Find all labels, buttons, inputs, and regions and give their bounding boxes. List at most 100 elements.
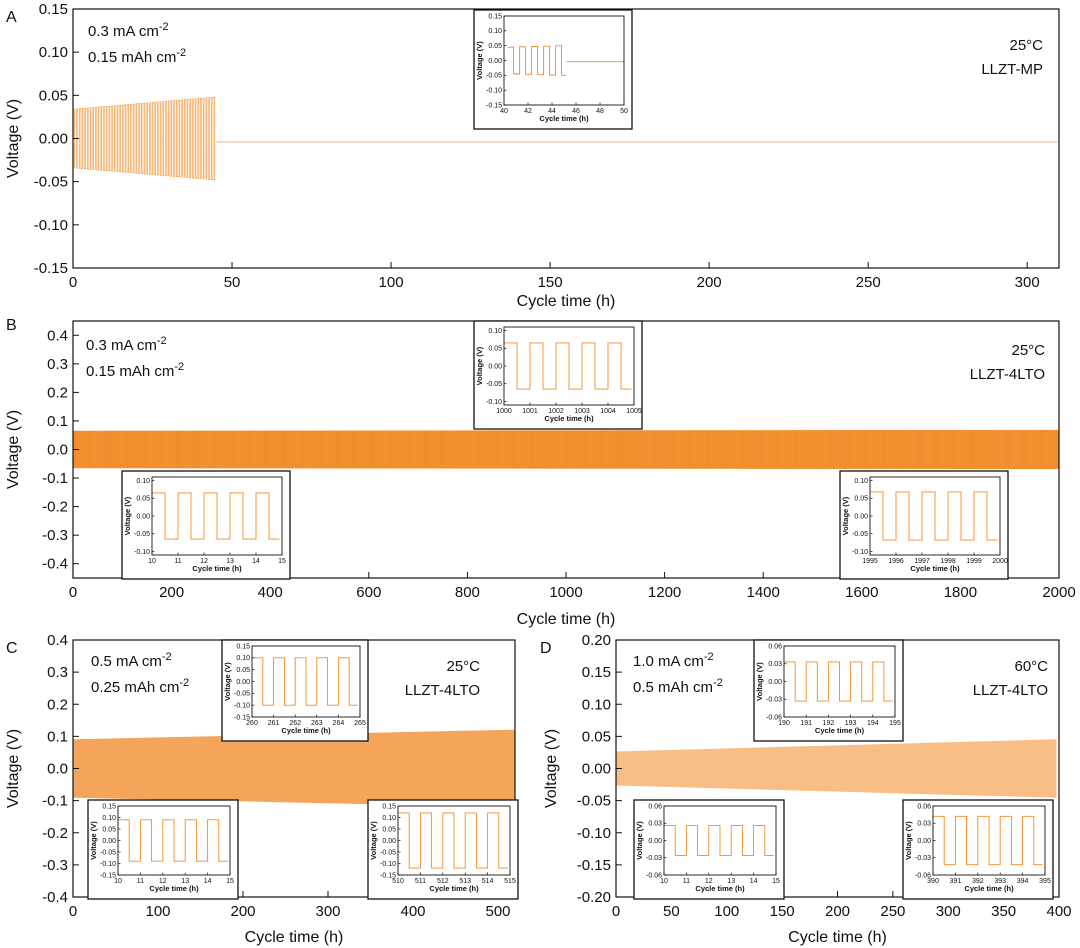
condition-line: 0.3 mA cm-2 [88,21,169,40]
panel-a: A 0 50 100 150 200 250 300 0.15 0.10 0.05 0.00 -0.0… [5,1,1060,310]
x-tick-label: 11 [174,558,181,565]
sample-annotation: 25°C LLZT-4LTO [405,658,480,699]
y-axis-label: Voltage (V) [5,729,22,808]
condition-line: 0.3 mA cm-2 [86,335,167,354]
sample-annotation: 25°C LLZT-4LTO [970,342,1045,383]
y-axis-label: Voltage (V) [5,99,22,178]
superscript: -2 [713,677,723,689]
inset-trace [664,825,774,856]
x-tick-label: 2000 [1042,584,1075,601]
superscript: -2 [162,651,172,663]
x-tick-label: 13 [181,878,189,885]
inset-trace [118,819,228,862]
x-axis-label: Cycle time (h) [149,884,199,893]
x-axis-label: Cycle time (h) [695,884,745,893]
x-tick-label: 15 [772,878,780,885]
y-tick-label: 0.00 [39,131,68,148]
inset-x-ticks: 10 11 12 13 14 15 [660,872,780,885]
y-tick-label: 0.06 [768,643,782,650]
x-tick-label: 1000 [549,584,582,601]
x-axis-label: Cycle time (h) [788,929,887,946]
y-ticks: 0.20 0.15 0.10 0.05 0.00 -0.05 -0.10 -0.15 -0.20 [577,632,622,906]
temperature-label: 25°C [1011,342,1045,359]
y-ticks: 0.4 0.3 0.2 0.1 0.0 -0.1 -0.2 -0.3 -0.4 [42,327,79,573]
x-tick-label: 44 [548,108,556,115]
y-tick-label: -0.06 [646,872,662,879]
y-tick-label: -0.05 [852,531,868,538]
x-tick-label: 50 [224,274,241,291]
x-tick-label: 50 [620,108,628,115]
y-axis-label: Voltage (V) [755,662,764,701]
x-tick-label: 200 [159,584,184,601]
superscript: -2 [174,361,184,373]
x-tick-label: 511 [415,878,426,885]
y-axis-label: Voltage (V) [841,496,850,535]
inset-plot: 40 42 44 46 48 50 0.15 0.10 0.05 0.00 -0.05 -0.10 -0… [473,9,633,130]
y-tick-label: -0.10 [134,549,150,556]
y-tick-label: 0.05 [39,87,68,104]
y-tick-label: 0.4 [47,327,68,344]
x-tick-label: 1003 [574,408,590,415]
x-tick-label: 12 [705,878,713,885]
panel-letter-b: B [6,317,17,334]
y-tick-label: 0.06 [648,803,662,810]
x-tick-label: 1800 [944,584,977,601]
y-tick-label: 0.10 [582,696,611,713]
superscript: -2 [179,677,189,689]
panel-letter-a: A [6,9,17,26]
y-tick-label: -0.3 [42,857,68,874]
y-tick-label: 0.05 [488,346,502,353]
y-tick-label: -0.06 [766,714,782,721]
y-tick-label: -0.05 [577,793,611,810]
inset-y-ticks: 0.15 0.10 0.05 0.00 -0.05 -0.10 -0.15 [100,803,121,879]
x-tick-label: 1600 [845,584,878,601]
x-tick-label: 10 [660,878,668,885]
voltage-trace [73,96,1059,181]
x-tick-label: 1996 [888,558,904,565]
x-axis-label: Cycle time (h) [429,884,479,893]
x-tick-label: 800 [455,584,480,601]
x-ticks: 0 50 100 150 200 250 300 350 400 [612,891,1072,920]
y-tick-label: 0.20 [582,632,611,649]
x-tick-label: 100 [714,903,739,920]
x-axis-label: Cycle time (h) [281,726,331,735]
superscript: -2 [176,47,186,59]
inset-x-ticks: 40 42 44 46 48 50 [500,102,628,115]
x-tick-label: 512 [437,878,449,885]
y-ticks: 0.15 0.10 0.05 0.00 -0.05 -0.10 -0.15 [34,1,79,277]
inset-plot: 10 11 12 13 14 15 0.10 0.05 0.00 -0.05 -0.10 Cycle … [121,470,291,580]
x-axis-label: Cycle time (h) [539,114,589,123]
x-tick-label: 1001 [522,408,538,415]
y-tick-label: -0.15 [234,714,250,721]
y-tick-label: 0.00 [488,58,502,65]
y-axis-label: Voltage (V) [123,496,132,535]
y-tick-label: 0.1 [47,413,68,430]
y-tick-label: -0.4 [42,556,68,573]
y-tick-label: 0.00 [582,761,611,778]
y-tick-label: 0.10 [488,328,502,335]
x-tick-label: 1000 [496,408,512,415]
inset-plot: 260 261 262 263 264 265 0.15 0.10 0.05 0.00 -0.05 -… [221,639,369,742]
x-tick-label: 191 [800,720,812,727]
x-tick-label: 46 [572,108,580,115]
panel-letter-c: C [6,640,18,657]
y-tick-label: 0.0 [47,442,68,459]
x-tick-label: 1002 [548,408,564,415]
x-tick-label: 300 [936,903,961,920]
inset-plot: 190 191 192 193 194 195 0.06 0.03 0.00 -0.03 -0.06… [753,639,904,742]
x-tick-label: 1005 [626,408,642,415]
inset-trace [870,491,998,541]
x-tick-label: 264 [333,720,345,727]
y-tick-label: 0.00 [488,363,502,370]
inset-trace [933,815,1043,866]
y-tick-label: -0.15 [486,102,502,109]
y-tick-label: 0.10 [102,815,116,822]
y-tick-label: -0.05 [486,73,502,80]
y-tick-label: 0.00 [917,838,931,845]
y-tick-label: -0.15 [100,872,116,879]
y-tick-label: 0.2 [47,696,68,713]
inset-x-ticks: 1000 1001 1002 1003 1004 1005 [496,402,642,415]
inset-x-ticks: 1995 1996 1997 1998 1999 2000 [862,552,1008,565]
y-axis-label: Voltage (V) [475,346,484,385]
x-tick-label: 13 [727,878,735,885]
